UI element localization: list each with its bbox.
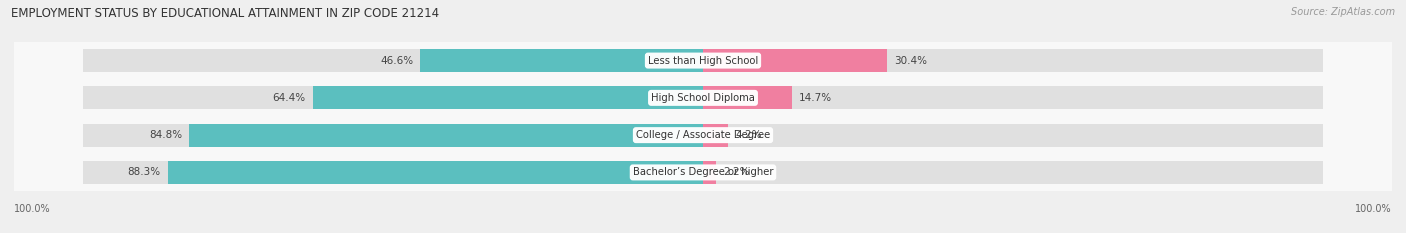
Text: 2.2%: 2.2% [723,168,749,177]
Text: 4.2%: 4.2% [735,130,762,140]
Bar [83,86,703,110]
Text: 64.4%: 64.4% [273,93,305,103]
Text: EMPLOYMENT STATUS BY EDUCATIONAL ATTAINMENT IN ZIP CODE 21214: EMPLOYMENT STATUS BY EDUCATIONAL ATTAINM… [11,7,439,20]
Bar [167,161,703,184]
Bar [14,79,1392,116]
Bar [14,154,1392,191]
Bar [703,49,1323,72]
Bar [188,123,703,147]
Bar [703,161,1323,184]
Bar [703,161,716,184]
Bar [703,86,1323,110]
Text: 88.3%: 88.3% [128,168,160,177]
Text: Less than High School: Less than High School [648,56,758,65]
Bar [703,123,1323,147]
Text: 100.0%: 100.0% [14,204,51,214]
Text: Source: ZipAtlas.com: Source: ZipAtlas.com [1291,7,1395,17]
Bar [703,123,728,147]
Text: 84.8%: 84.8% [149,130,181,140]
Bar [703,49,887,72]
Bar [83,49,703,72]
Text: 46.6%: 46.6% [381,56,413,65]
Bar [14,116,1392,154]
Text: College / Associate Degree: College / Associate Degree [636,130,770,140]
Legend: In Labor Force, Unemployed: In Labor Force, Unemployed [607,230,799,233]
Bar [83,123,703,147]
Text: 30.4%: 30.4% [894,56,927,65]
Bar [312,86,703,110]
Bar [420,49,703,72]
Bar [83,161,703,184]
Text: 14.7%: 14.7% [799,93,832,103]
Bar [703,86,792,110]
Text: 100.0%: 100.0% [1355,204,1392,214]
Text: Bachelor’s Degree or higher: Bachelor’s Degree or higher [633,168,773,177]
Text: High School Diploma: High School Diploma [651,93,755,103]
Bar [14,42,1392,79]
